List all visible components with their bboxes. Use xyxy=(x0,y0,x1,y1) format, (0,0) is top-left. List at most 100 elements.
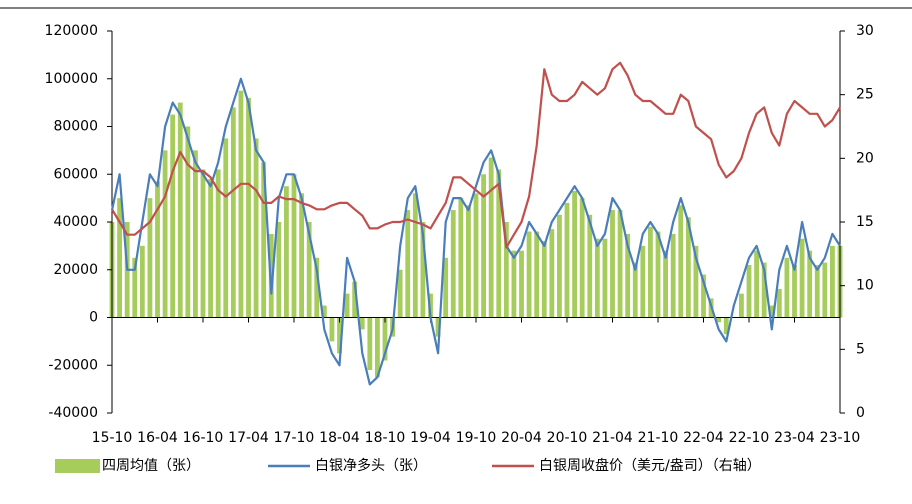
bar xyxy=(139,245,145,318)
bar xyxy=(648,226,653,318)
y2-tick-label: 20 xyxy=(856,150,874,166)
x-tick-label: 23-04 xyxy=(774,430,815,446)
y-tick-label: 80000 xyxy=(53,119,98,135)
bar xyxy=(519,250,524,318)
bar xyxy=(564,202,570,318)
y-tick-label: 120000 xyxy=(45,23,98,39)
y2-tick-label: 15 xyxy=(856,214,874,230)
y2-tick-label: 5 xyxy=(856,341,865,357)
bar xyxy=(549,229,555,318)
bar xyxy=(701,274,706,318)
bar xyxy=(466,205,471,318)
bar xyxy=(761,262,767,318)
bar xyxy=(784,257,790,318)
legend-swatch xyxy=(55,459,100,473)
x-tick-label: 20-04 xyxy=(501,430,542,446)
x-tick-label: 19-10 xyxy=(456,430,497,446)
bar xyxy=(587,214,593,318)
y2-tick-label: 25 xyxy=(856,87,874,103)
bar xyxy=(306,222,312,318)
bar xyxy=(352,281,358,318)
bar xyxy=(147,198,153,318)
bar xyxy=(375,317,380,378)
y2-tick-label: 0 xyxy=(856,405,865,421)
bar xyxy=(276,222,282,318)
bar xyxy=(238,90,244,318)
bar xyxy=(367,317,373,371)
bar xyxy=(337,317,342,354)
bar xyxy=(640,245,646,318)
bar xyxy=(776,288,782,318)
bar xyxy=(754,250,759,318)
bar xyxy=(723,317,729,335)
bar xyxy=(132,257,138,318)
bar xyxy=(299,193,304,318)
x-tick-label: 16-10 xyxy=(183,430,224,446)
bar xyxy=(769,305,775,318)
x-tick-label: 20-10 xyxy=(547,430,588,446)
bar xyxy=(792,264,797,318)
y-tick-label: 40000 xyxy=(53,214,98,230)
bar xyxy=(814,264,820,318)
bar xyxy=(170,114,176,318)
bar xyxy=(193,150,198,318)
bar xyxy=(822,262,828,318)
bar xyxy=(526,231,532,318)
bar xyxy=(443,257,449,318)
bar xyxy=(284,186,289,318)
legend-label: 白银周收盘价（美元/盎司）（右轴） xyxy=(539,457,761,474)
bar xyxy=(162,150,168,318)
bar xyxy=(405,210,411,318)
bar xyxy=(261,162,267,318)
legend-label: 白银净多头（张） xyxy=(315,457,427,474)
bar xyxy=(496,169,502,318)
bar xyxy=(223,138,229,318)
x-tick-label: 17-04 xyxy=(228,430,269,446)
y-tick-label: 0 xyxy=(89,310,98,326)
x-tick-label: 17-10 xyxy=(274,430,315,446)
bar xyxy=(557,214,562,318)
bar xyxy=(807,250,813,318)
x-tick-label: 21-04 xyxy=(592,430,633,446)
bar xyxy=(678,205,684,318)
bar xyxy=(473,193,479,318)
line-series xyxy=(111,61,841,249)
bar xyxy=(155,181,160,318)
bar xyxy=(541,241,547,318)
bar xyxy=(693,245,699,318)
bar xyxy=(208,179,213,318)
bar xyxy=(420,222,426,318)
bar xyxy=(716,317,722,323)
bar xyxy=(200,169,206,318)
bar xyxy=(412,193,418,318)
bar xyxy=(488,157,494,318)
bar xyxy=(799,238,805,318)
x-tick-label: 22-10 xyxy=(729,430,770,446)
bar xyxy=(503,222,509,318)
bar xyxy=(610,210,615,318)
y-tick-label: 20000 xyxy=(53,262,98,278)
bar xyxy=(329,317,335,342)
x-tick-label: 21-10 xyxy=(638,430,679,446)
bar xyxy=(359,317,365,330)
bar xyxy=(230,107,236,318)
y-tick-label: 100000 xyxy=(45,71,98,87)
bar xyxy=(739,293,744,318)
bar xyxy=(253,138,259,318)
bar xyxy=(435,317,441,337)
bar xyxy=(458,198,464,318)
x-tick-label: 19-04 xyxy=(410,430,451,446)
bar xyxy=(579,198,585,318)
y-tick-label: -40000 xyxy=(48,405,98,421)
bar xyxy=(670,233,676,318)
bar xyxy=(534,231,540,318)
line-series xyxy=(110,77,841,386)
bar xyxy=(481,174,486,318)
x-tick-label: 18-10 xyxy=(365,430,406,446)
y-tick-label: -20000 xyxy=(48,357,98,373)
bar xyxy=(177,102,183,318)
bar xyxy=(617,210,623,318)
bar xyxy=(663,250,668,318)
bar xyxy=(625,233,631,318)
